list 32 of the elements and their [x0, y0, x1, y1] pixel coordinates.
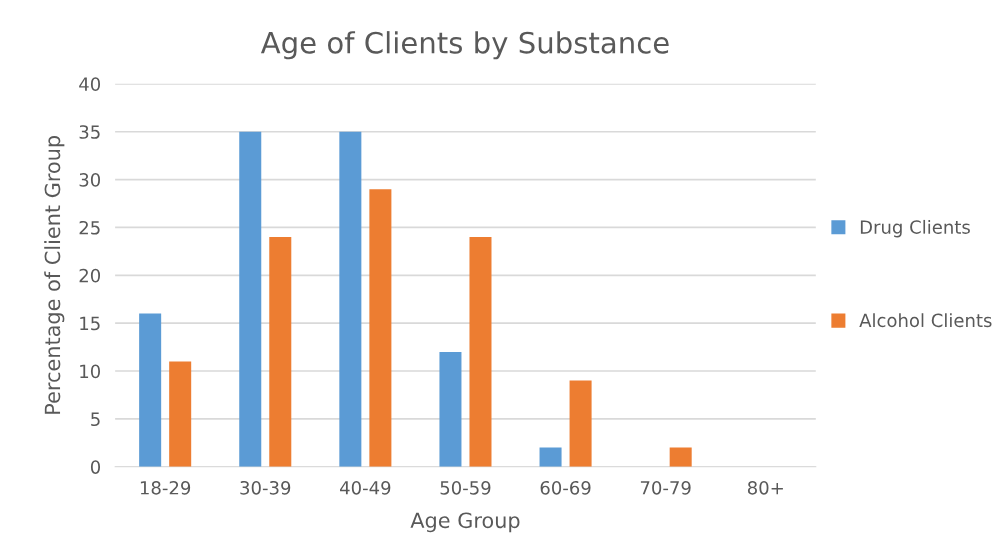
bar — [569, 380, 592, 467]
x-tick-label: 40-49 — [340, 480, 391, 495]
y-tick-label: 5 — [91, 412, 100, 427]
y-tick-label: 20 — [79, 268, 101, 283]
y-axis-title: Percentage of Client Group — [44, 136, 65, 414]
y-tick-label: 0 — [90, 460, 101, 474]
x-axis-title: Age Group — [410, 512, 520, 533]
bar — [439, 351, 462, 467]
y-tick-label: 25 — [79, 220, 100, 235]
x-tick-label: 80+ — [747, 480, 783, 495]
bar — [339, 131, 362, 467]
x-tick-label: 30-39 — [240, 480, 291, 495]
bar — [369, 189, 392, 467]
x-tick-label: 50-59 — [440, 480, 491, 495]
bar — [169, 361, 192, 467]
bar — [669, 447, 692, 467]
legend-label: Alcohol Clients — [859, 313, 992, 328]
y-tick-label: 10 — [80, 364, 101, 379]
bar — [139, 313, 162, 467]
x-tick-label: 70-79 — [640, 480, 691, 495]
bar — [269, 237, 292, 467]
y-tick-label: 40 — [79, 77, 101, 91]
y-tick-label: 30 — [79, 173, 101, 187]
y-tick-label: 35 — [79, 125, 100, 139]
x-tick-label: 18-29 — [140, 480, 191, 495]
chart-title: Age of Clients by Substance — [260, 31, 669, 60]
bar — [469, 237, 492, 467]
legend-label: Drug Clients — [860, 219, 970, 238]
bar — [239, 131, 262, 467]
x-tick-label: 60-69 — [540, 480, 591, 495]
y-tick-label: 15 — [80, 316, 100, 331]
bar — [539, 447, 562, 467]
